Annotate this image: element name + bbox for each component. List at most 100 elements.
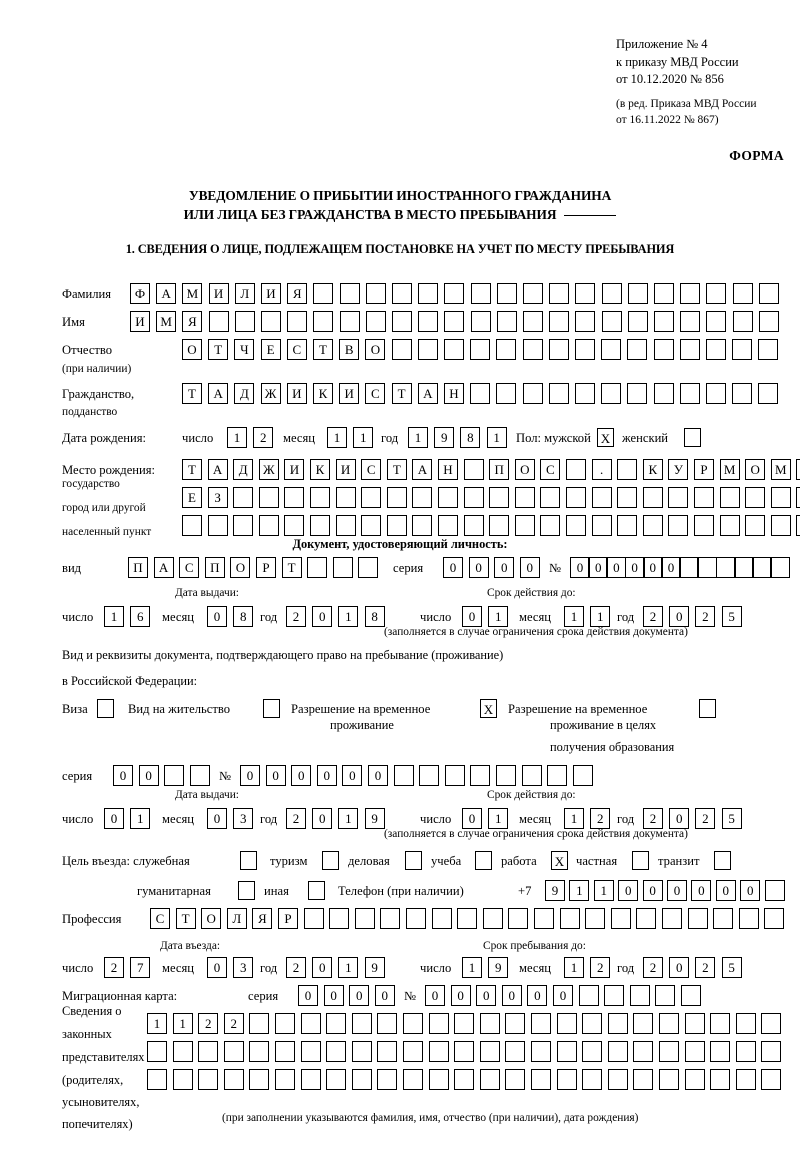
legal-rep-row2-cell[interactable]	[607, 1041, 628, 1062]
legal-rep-row3-cell[interactable]	[659, 1069, 679, 1090]
birthplace-row2-cell[interactable]	[335, 487, 356, 508]
permit-series-cell[interactable]	[164, 765, 185, 786]
mig-number-cell[interactable]	[604, 985, 625, 1006]
citizenship-cell[interactable]	[653, 383, 674, 404]
legal-rep-row1-cell[interactable]	[607, 1013, 628, 1034]
birthplace-row3-cell[interactable]	[412, 515, 433, 536]
legal-rep-row3-cell[interactable]	[249, 1069, 270, 1090]
birthplace-row3-cell[interactable]	[207, 515, 228, 536]
phone-number-cell[interactable]	[764, 880, 785, 901]
legal-rep-row1-cell[interactable]	[582, 1013, 603, 1034]
permit-number-cell[interactable]	[572, 765, 593, 786]
firstname-cell[interactable]	[654, 311, 674, 332]
profession-cell[interactable]	[559, 908, 580, 929]
permit-issue-year-cell[interactable]: 1	[338, 808, 359, 829]
profession-cell[interactable]	[431, 908, 452, 929]
patronymic-cell[interactable]	[470, 339, 491, 360]
profession-cell[interactable]: Р	[278, 908, 298, 929]
birthplace-row3-cell[interactable]	[668, 515, 689, 536]
legal-rep-row1-cell[interactable]	[684, 1013, 705, 1034]
patronymic-cell[interactable]: О	[365, 339, 386, 360]
doc-number-cell[interactable]	[733, 557, 754, 578]
firstname-cell[interactable]	[732, 311, 753, 332]
citizenship-cell[interactable]: Т	[391, 383, 412, 404]
doc-kind-cell[interactable]	[358, 557, 379, 578]
legal-rep-row3-cell[interactable]	[633, 1069, 654, 1090]
birth-month-cell[interactable]: 1	[353, 427, 374, 448]
permit-number-cell[interactable]	[444, 765, 465, 786]
profession-cell[interactable]	[610, 908, 631, 929]
birthplace-row2-cell[interactable]	[591, 487, 612, 508]
stay-month-cell[interactable]: 1	[564, 957, 584, 978]
permit-issue-month-cell[interactable]: 0	[207, 808, 227, 829]
firstname-cell[interactable]	[627, 311, 648, 332]
legal-rep-row1-cell[interactable]	[556, 1013, 577, 1034]
profession-cell[interactable]	[534, 908, 554, 929]
firstname-cell[interactable]	[706, 311, 727, 332]
birthplace-row1-cell[interactable]: Т	[182, 459, 202, 480]
mig-number-cell[interactable]: 0	[450, 985, 471, 1006]
legal-rep-row2-cell[interactable]	[428, 1041, 449, 1062]
patronymic-cell[interactable]: О	[182, 339, 202, 360]
phone-number-cell[interactable]: 0	[691, 880, 712, 901]
permit-number-cell[interactable]: 0	[265, 765, 286, 786]
mig-number-cell[interactable]	[629, 985, 650, 1006]
citizenship-cell[interactable]: Д	[234, 383, 255, 404]
surname-cell[interactable]: Ф	[130, 283, 150, 304]
legal-rep-row1-cell[interactable]	[326, 1013, 347, 1034]
mig-number-cell[interactable]: 0	[425, 985, 445, 1006]
legal-rep-row1-cell[interactable]	[659, 1013, 679, 1034]
birthplace-row1-cell[interactable]	[617, 459, 638, 480]
birthplace-row2-cell[interactable]	[668, 487, 689, 508]
legal-rep-row3-cell[interactable]	[735, 1069, 756, 1090]
permit-issue-year-cell[interactable]: 0	[312, 808, 333, 829]
patronymic-cell[interactable]: Т	[208, 339, 229, 360]
legal-rep-row3-cell[interactable]	[377, 1069, 398, 1090]
doc-kind-cell[interactable]: О	[230, 557, 251, 578]
entry-year-cell[interactable]: 2	[286, 957, 306, 978]
legal-rep-row2-cell[interactable]	[761, 1041, 782, 1062]
profession-cell[interactable]	[636, 908, 657, 929]
firstname-cell[interactable]	[680, 311, 701, 332]
firstname-cell[interactable]	[496, 311, 517, 332]
legal-rep-row2-cell[interactable]	[275, 1041, 295, 1062]
citizenship-cell[interactable]	[601, 383, 622, 404]
birthplace-row3-cell[interactable]	[591, 515, 612, 536]
permit-issue-year-cell[interactable]: 9	[364, 808, 385, 829]
permit-series-cell[interactable]: 0	[138, 765, 159, 786]
birthplace-row3-cell[interactable]	[642, 515, 663, 536]
patronymic-cell[interactable]	[496, 339, 517, 360]
birthplace-row1-cell[interactable]: Т	[386, 459, 407, 480]
phone-number-cell[interactable]: 0	[667, 880, 687, 901]
firstname-cell[interactable]	[575, 311, 596, 332]
stay-year-cell[interactable]: 0	[669, 957, 690, 978]
citizenship-cell[interactable]	[732, 383, 753, 404]
birthplace-row1-cell[interactable]: Б	[796, 459, 800, 480]
permit-valid-day-cell[interactable]: 1	[488, 808, 509, 829]
doc-issue-day-cell[interactable]: 1	[104, 606, 124, 627]
legal-rep-row2-cell[interactable]	[556, 1041, 577, 1062]
legal-rep-row2-cell[interactable]	[403, 1041, 423, 1062]
permit-issue-month-cell[interactable]: 3	[233, 808, 254, 829]
birthplace-row3-cell[interactable]	[335, 515, 356, 536]
doc-number-cell[interactable]: 0	[642, 557, 663, 578]
mig-number-cell[interactable]: 0	[501, 985, 522, 1006]
permit-valid-year-cell[interactable]: 0	[669, 808, 690, 829]
surname-cell[interactable]: А	[156, 283, 177, 304]
legal-rep-row2-cell[interactable]	[249, 1041, 270, 1062]
doc-issue-year-cell[interactable]: 0	[312, 606, 333, 627]
permit-valid-month-cell[interactable]: 1	[564, 808, 584, 829]
doc-number-cell[interactable]	[752, 557, 772, 578]
patronymic-cell[interactable]: С	[286, 339, 307, 360]
legal-rep-row1-cell[interactable]	[351, 1013, 372, 1034]
legal-rep-row3-cell[interactable]	[582, 1069, 603, 1090]
firstname-cell[interactable]: Я	[182, 311, 203, 332]
purpose-humanitarian-checkbox[interactable]	[238, 881, 255, 900]
birthplace-row3-cell[interactable]	[617, 515, 638, 536]
temp-edu-checkbox[interactable]	[699, 699, 716, 718]
birthplace-row3-cell[interactable]	[770, 515, 791, 536]
purpose-tourism-checkbox[interactable]	[322, 851, 339, 870]
profession-cell[interactable]	[457, 908, 478, 929]
legal-rep-row3-cell[interactable]	[479, 1069, 500, 1090]
firstname-cell[interactable]	[365, 311, 386, 332]
